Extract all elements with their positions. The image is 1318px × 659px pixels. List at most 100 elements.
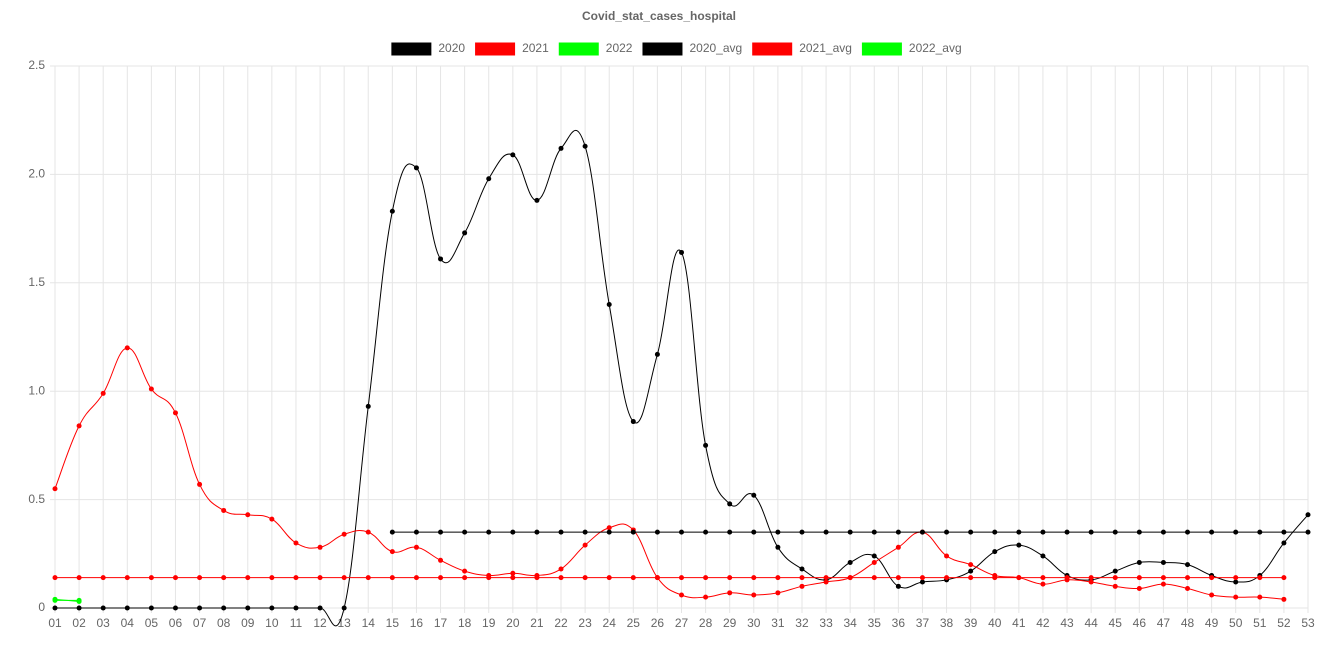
data-point [124, 605, 130, 611]
data-point [1281, 596, 1287, 602]
data-point [558, 529, 564, 535]
data-point [221, 605, 227, 611]
data-point [462, 230, 468, 236]
data-point [558, 566, 564, 572]
data-point [630, 529, 636, 535]
data-point [944, 553, 950, 559]
data-point [245, 512, 251, 518]
data-point [1257, 594, 1263, 600]
data-point [1064, 575, 1070, 581]
data-point [1281, 540, 1287, 546]
x-tick-label: 24 [603, 616, 617, 630]
data-point [293, 605, 299, 611]
data-point [389, 208, 395, 214]
y-tick-label: 1.5 [28, 275, 45, 289]
data-point [365, 575, 371, 581]
data-point [847, 559, 853, 565]
data-point [727, 575, 733, 581]
legend-swatch [558, 42, 599, 56]
x-tick-label: 27 [675, 616, 689, 630]
data-point [895, 544, 901, 550]
x-tick-label: 07 [193, 616, 207, 630]
data-point [197, 481, 203, 487]
data-point [413, 575, 419, 581]
data-point [606, 301, 612, 307]
data-point [52, 605, 58, 611]
data-point [197, 575, 203, 581]
data-point [919, 579, 925, 585]
data-point [944, 529, 950, 535]
data-point [1016, 542, 1022, 548]
x-tick-label: 17 [434, 616, 448, 630]
data-point [703, 594, 709, 600]
data-point [1281, 575, 1287, 581]
legend-item: 2022_avg [861, 41, 962, 56]
data-point [847, 575, 853, 581]
x-tick-label: 34 [843, 616, 857, 630]
data-point [751, 529, 757, 535]
x-tick-label: 48 [1181, 616, 1195, 630]
data-point [510, 529, 516, 535]
x-tick-label: 36 [892, 616, 906, 630]
data-point [148, 605, 154, 611]
data-point [1305, 512, 1311, 518]
x-tick-label: 33 [819, 616, 833, 630]
data-point [606, 529, 612, 535]
x-tick-label: 10 [265, 616, 279, 630]
data-point [582, 542, 588, 548]
legend-item: 2020_avg [642, 41, 742, 56]
data-point [269, 605, 275, 611]
x-tick-label: 06 [169, 616, 183, 630]
data-point [799, 529, 805, 535]
data-point [389, 529, 395, 535]
data-point [558, 145, 564, 151]
x-tick-label: 08 [217, 616, 231, 630]
x-tick-label: 16 [410, 616, 424, 630]
x-tick-label: 51 [1253, 616, 1267, 630]
legend-item: 2021 [475, 41, 549, 56]
x-tick-label: 29 [723, 616, 737, 630]
chart-title: Covid_stat_cases_hospital [582, 9, 736, 23]
data-point [438, 557, 444, 563]
data-point [1088, 579, 1094, 585]
x-tick-label: 45 [1109, 616, 1123, 630]
data-point [1209, 529, 1215, 535]
data-point [438, 256, 444, 262]
data-point [100, 605, 106, 611]
data-point [992, 575, 998, 581]
data-point [413, 529, 419, 535]
legend-item: 2020 [391, 41, 465, 56]
data-point [847, 529, 853, 535]
data-point [968, 568, 974, 574]
data-point [52, 486, 58, 492]
x-tick-label: 46 [1133, 616, 1147, 630]
data-point [968, 562, 974, 568]
x-tick-label: 26 [651, 616, 665, 630]
data-point [317, 544, 323, 550]
x-tick-label: 37 [916, 616, 930, 630]
data-point [341, 605, 347, 611]
data-point [775, 529, 781, 535]
x-tick-label: 50 [1229, 616, 1243, 630]
data-point [1112, 568, 1118, 574]
data-point [871, 529, 877, 535]
x-tick-label: 12 [313, 616, 327, 630]
y-tick-label: 2.5 [28, 58, 45, 72]
data-point [1185, 575, 1191, 581]
data-point [1136, 529, 1142, 535]
data-point [606, 575, 612, 581]
y-tick-label: 0.5 [28, 492, 45, 506]
data-point [823, 529, 829, 535]
data-point [100, 575, 106, 581]
data-point [293, 540, 299, 546]
data-point [582, 575, 588, 581]
x-tick-label: 04 [121, 616, 135, 630]
x-tick-label: 52 [1277, 616, 1291, 630]
data-point [293, 575, 299, 581]
data-point [462, 575, 468, 581]
data-point [269, 575, 275, 581]
data-point [992, 529, 998, 535]
x-tick-label: 44 [1084, 616, 1098, 630]
data-point [1160, 559, 1166, 565]
data-point [1233, 579, 1239, 585]
